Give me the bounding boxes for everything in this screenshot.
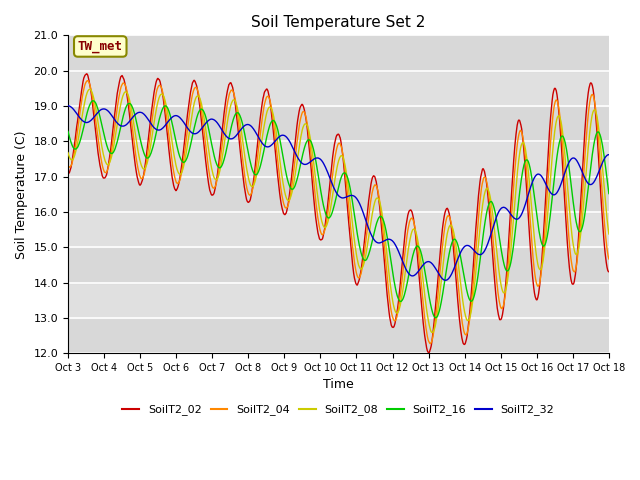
SoilT2_08 — [185, 133, 193, 139]
Bar — [68, 36, 609, 71]
SoilT2_16 — [64, 129, 72, 134]
SoilT2_04 — [64, 163, 72, 168]
SoilT2_08 — [494, 257, 502, 263]
Bar — [68, 177, 609, 212]
SoilT2_16 — [185, 150, 193, 156]
SoilT2_32 — [64, 103, 72, 108]
Bar — [68, 71, 609, 106]
SoilT2_16 — [432, 315, 440, 321]
SoilT2_32 — [422, 259, 430, 265]
SoilT2_32 — [541, 180, 549, 185]
SoilT2_32 — [184, 126, 192, 132]
SoilT2_04 — [172, 177, 179, 183]
Bar — [68, 141, 609, 177]
SoilT2_16 — [605, 191, 612, 196]
SoilT2_32 — [172, 113, 179, 119]
SoilT2_16 — [245, 154, 253, 160]
SoilT2_08 — [86, 86, 94, 92]
SoilT2_02 — [541, 198, 549, 204]
Title: Soil Temperature Set 2: Soil Temperature Set 2 — [252, 15, 426, 30]
X-axis label: Time: Time — [323, 378, 354, 392]
SoilT2_32 — [493, 212, 501, 218]
SoilT2_04 — [423, 329, 431, 335]
SoilT2_16 — [541, 241, 549, 247]
SoilT2_04 — [426, 341, 434, 347]
SoilT2_02 — [64, 171, 72, 177]
SoilT2_04 — [494, 287, 502, 292]
Legend: SoilT2_02, SoilT2_04, SoilT2_08, SoilT2_16, SoilT2_32: SoilT2_02, SoilT2_04, SoilT2_08, SoilT2_… — [118, 400, 559, 420]
SoilT2_08 — [541, 239, 549, 244]
Bar — [68, 106, 609, 141]
Bar — [68, 318, 609, 353]
Bar — [68, 212, 609, 247]
SoilT2_02 — [494, 308, 502, 313]
SoilT2_02 — [423, 345, 431, 350]
SoilT2_16 — [494, 224, 502, 229]
SoilT2_04 — [245, 192, 253, 197]
SoilT2_08 — [245, 178, 253, 184]
Y-axis label: Soil Temperature (C): Soil Temperature (C) — [15, 130, 28, 259]
SoilT2_02 — [245, 199, 253, 204]
Line: SoilT2_02: SoilT2_02 — [68, 74, 609, 353]
SoilT2_02 — [172, 187, 179, 193]
SoilT2_32 — [442, 277, 449, 283]
SoilT2_16 — [423, 278, 431, 284]
SoilT2_08 — [172, 160, 179, 166]
SoilT2_08 — [428, 329, 436, 335]
Bar — [68, 283, 609, 318]
SoilT2_08 — [423, 307, 431, 312]
SoilT2_16 — [172, 136, 179, 142]
Line: SoilT2_32: SoilT2_32 — [68, 106, 609, 280]
Bar — [68, 247, 609, 283]
Text: TW_met: TW_met — [78, 40, 123, 53]
Line: SoilT2_04: SoilT2_04 — [68, 81, 609, 344]
SoilT2_08 — [605, 231, 612, 237]
SoilT2_08 — [64, 150, 72, 156]
SoilT2_32 — [605, 152, 612, 157]
SoilT2_04 — [541, 219, 549, 225]
SoilT2_04 — [185, 117, 193, 122]
SoilT2_32 — [245, 122, 253, 128]
SoilT2_16 — [89, 98, 97, 104]
SoilT2_02 — [83, 71, 91, 77]
Line: SoilT2_08: SoilT2_08 — [68, 89, 609, 332]
SoilT2_04 — [84, 78, 92, 84]
SoilT2_02 — [425, 350, 433, 356]
SoilT2_04 — [605, 256, 612, 262]
Line: SoilT2_16: SoilT2_16 — [68, 101, 609, 318]
SoilT2_02 — [185, 102, 193, 108]
SoilT2_02 — [605, 269, 612, 275]
